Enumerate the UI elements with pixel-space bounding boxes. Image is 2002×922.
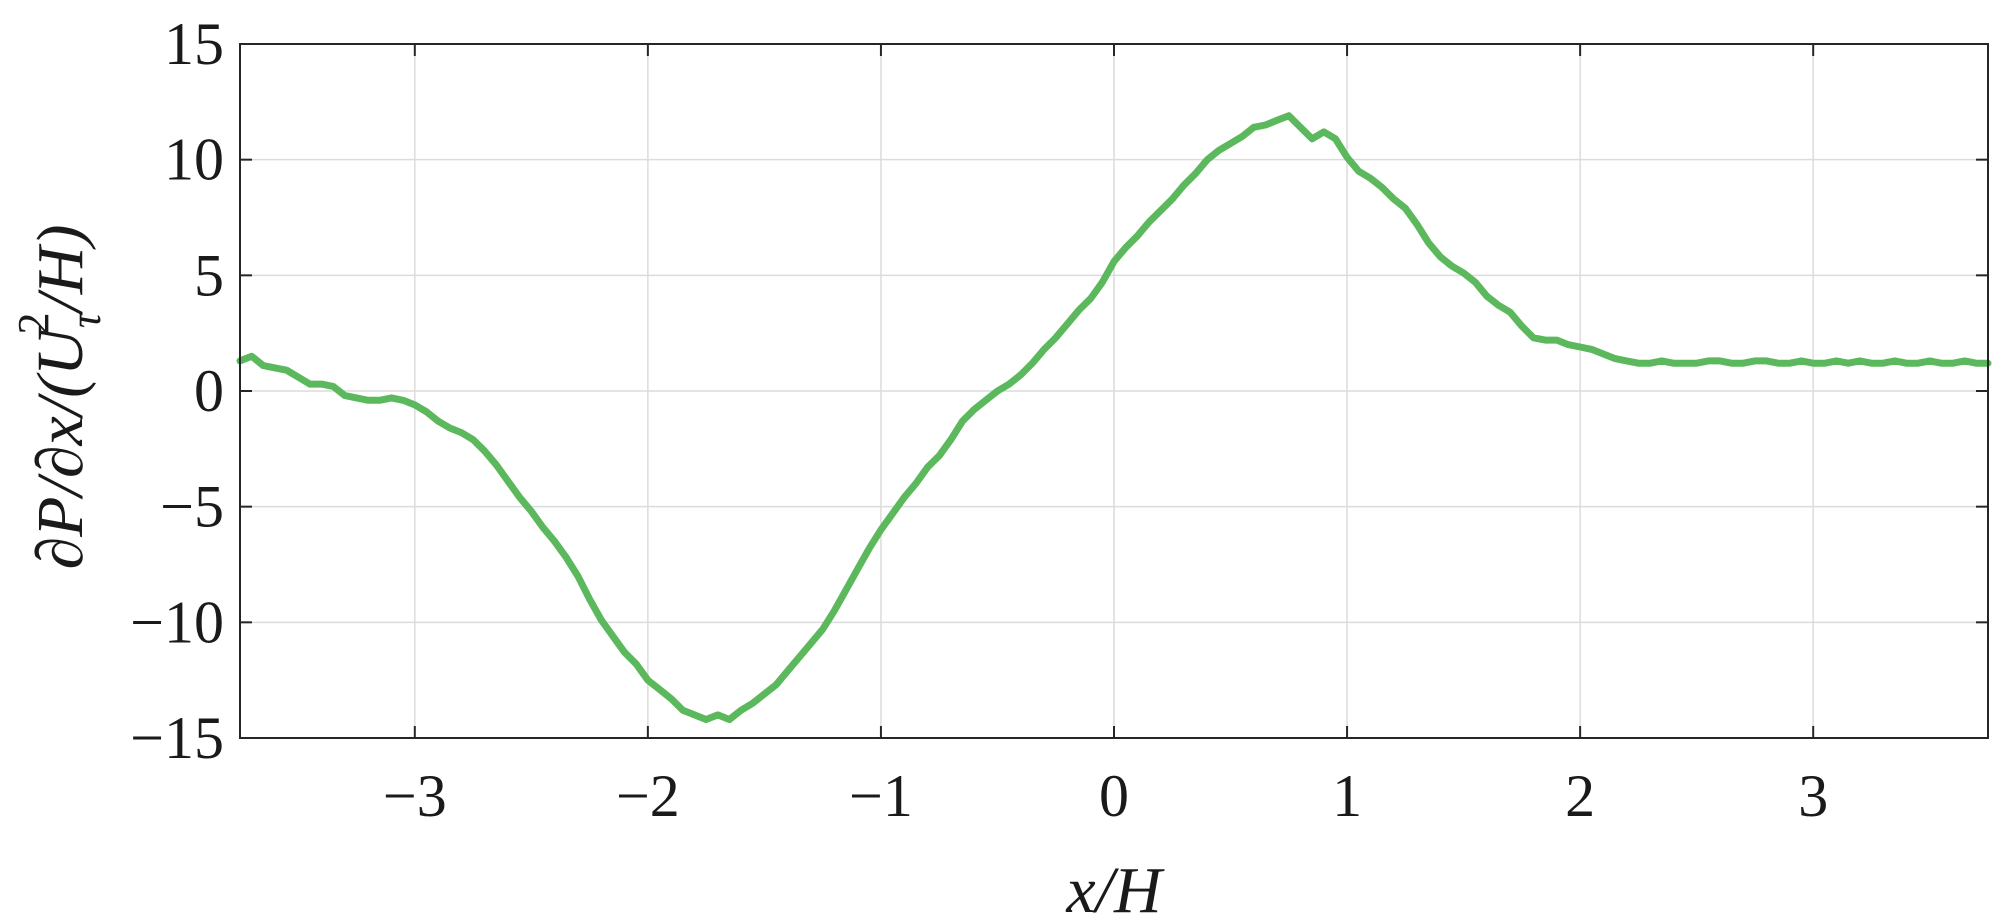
y-axis-label-subscript: τ xyxy=(61,310,110,328)
x-tick-label: 2 xyxy=(1565,763,1595,829)
x-tick-label: 0 xyxy=(1099,763,1129,829)
y-tick-label: 10 xyxy=(164,127,224,193)
series-layer xyxy=(236,112,1992,723)
y-axis-label-prefix: ∂P/∂x/(U xyxy=(24,324,97,569)
y-tick-label: −15 xyxy=(130,705,224,771)
data-line xyxy=(236,112,1992,723)
x-tick-label: 3 xyxy=(1798,763,1828,829)
ticks xyxy=(240,43,1988,739)
x-tick-label: −3 xyxy=(383,763,447,829)
x-tick-label: 1 xyxy=(1332,763,1362,829)
y-tick-label: 0 xyxy=(194,358,224,424)
x-tick-label: −2 xyxy=(616,763,680,829)
y-tick-label: −5 xyxy=(160,474,224,540)
y-axis-label-suffix: /H) xyxy=(24,225,97,317)
y-tick-label: 15 xyxy=(164,11,224,77)
y-tick-labels: −15 −10 −5 0 5 10 15 xyxy=(130,11,224,771)
x-axis-label: x/H xyxy=(1065,854,1165,922)
grid xyxy=(240,43,1988,739)
x-tick-labels: −3 −2 −1 0 1 2 3 xyxy=(383,763,1828,829)
y-tick-label: −10 xyxy=(130,589,224,655)
y-tick-label: 5 xyxy=(194,242,224,308)
y-axis-label-superscript: 2 xyxy=(9,313,58,335)
y-axis-label: ∂P/∂x/(Uτ2/H) xyxy=(9,225,110,570)
x-tick-label: −1 xyxy=(849,763,913,829)
